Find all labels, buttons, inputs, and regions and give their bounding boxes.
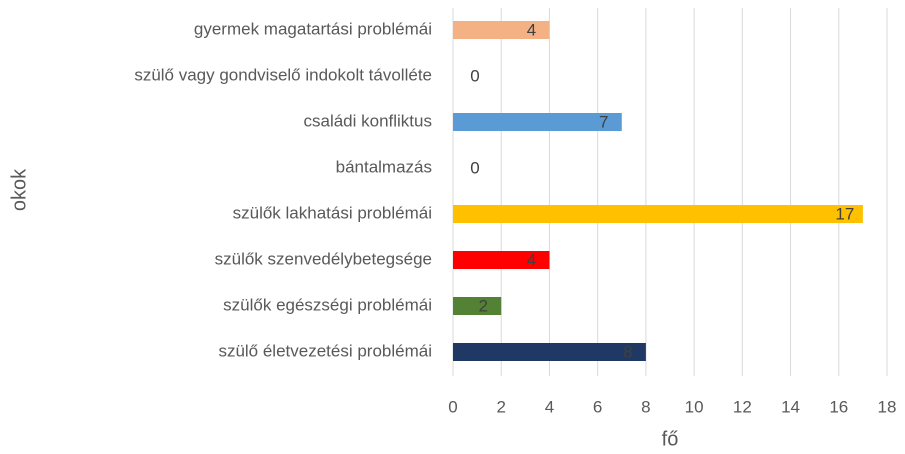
data-label: 4: [527, 20, 536, 39]
data-label: 17: [835, 204, 854, 223]
bar: [453, 205, 863, 223]
y-tick-label: gyermek magatartási problémái: [194, 19, 432, 38]
y-tick-label: szülők szenvedélybetegsége: [215, 249, 432, 268]
data-label: 4: [527, 250, 536, 269]
x-tick-label: 4: [545, 397, 554, 416]
bar: [453, 113, 622, 131]
x-tick-label: 8: [641, 397, 650, 416]
x-tick-label: 0: [448, 397, 457, 416]
x-tick-label: 16: [829, 397, 848, 416]
data-label: 0: [470, 66, 479, 85]
y-tick-label: szülő életvezetési problémái: [218, 341, 432, 360]
x-tick-label: 12: [733, 397, 752, 416]
x-tick-label: 6: [593, 397, 602, 416]
y-axis-label: okok: [8, 168, 30, 211]
x-tick-label: 18: [878, 397, 897, 416]
y-tick-label: szülő vagy gondviselő indokolt távolléte: [134, 65, 432, 84]
x-axis-label: fő: [662, 428, 679, 450]
data-label: 2: [478, 296, 487, 315]
x-tick-label: 14: [781, 397, 800, 416]
bar: [453, 21, 550, 39]
data-label: 0: [470, 158, 479, 177]
y-tick-label: bántalmazás: [336, 157, 432, 176]
bar: [453, 343, 646, 361]
bar: [453, 297, 502, 315]
x-tick-label: 10: [685, 397, 704, 416]
y-tick-label: családi konfliktus: [303, 111, 432, 130]
bar: [453, 251, 550, 269]
y-tick-label: szülők lakhatási problémái: [233, 203, 432, 222]
data-label: 7: [599, 112, 608, 131]
y-tick-label: szülők egészségi problémái: [223, 295, 432, 314]
data-label: 8: [623, 342, 632, 361]
x-tick-label: 2: [496, 397, 505, 416]
